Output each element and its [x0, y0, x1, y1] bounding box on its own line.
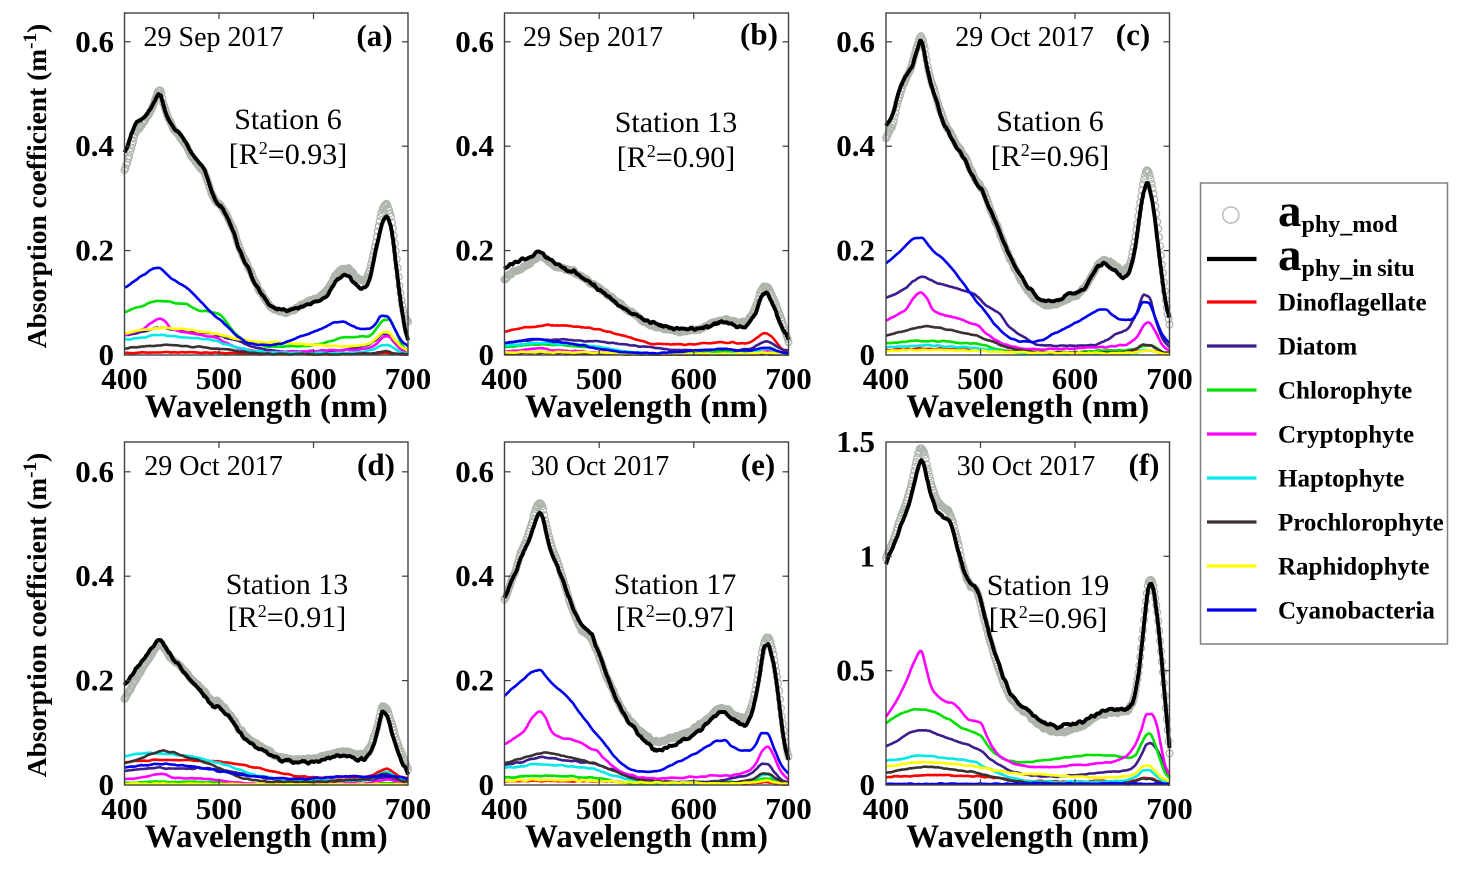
- svg-text:0.2: 0.2: [75, 663, 114, 698]
- svg-text:400: 400: [481, 791, 528, 826]
- svg-text:0.5: 0.5: [836, 653, 875, 688]
- svg-text:[R2=0.93]: [R2=0.93]: [229, 138, 347, 171]
- svg-text:[R2=0.91]: [R2=0.91]: [228, 601, 346, 634]
- svg-text:Station 13: Station 13: [226, 568, 349, 601]
- svg-text:0.6: 0.6: [836, 24, 875, 59]
- svg-text:Raphidophyte: Raphidophyte: [1278, 554, 1429, 581]
- svg-text:600: 600: [671, 361, 718, 396]
- svg-text:Absorption coefficient (m-1): Absorption coefficient (m-1): [20, 453, 53, 777]
- svg-text:Wavelength (nm): Wavelength (nm): [906, 819, 1149, 855]
- svg-text:0: 0: [99, 767, 115, 802]
- svg-text:400: 400: [481, 361, 528, 396]
- svg-text:Station 17: Station 17: [614, 568, 737, 601]
- svg-text:29 Oct 2017: 29 Oct 2017: [144, 451, 282, 482]
- svg-text:700: 700: [765, 791, 812, 826]
- svg-text:0.2: 0.2: [455, 663, 494, 698]
- svg-text:500: 500: [957, 361, 1004, 396]
- svg-text:Wavelength (nm): Wavelength (nm): [525, 389, 768, 425]
- svg-text:[R2=0.96]: [R2=0.96]: [989, 602, 1107, 635]
- svg-text:(f): (f): [1129, 447, 1160, 482]
- svg-text:0.4: 0.4: [836, 128, 875, 163]
- svg-text:Station 6: Station 6: [234, 103, 342, 136]
- svg-text:Dinoflagellate: Dinoflagellate: [1278, 290, 1427, 317]
- svg-text:(d): (d): [357, 447, 395, 482]
- svg-text:0.2: 0.2: [75, 233, 114, 268]
- svg-text:0.2: 0.2: [455, 233, 494, 268]
- svg-text:500: 500: [196, 791, 243, 826]
- svg-text:Wavelength (nm): Wavelength (nm): [906, 389, 1149, 425]
- svg-text:30 Oct 2017: 30 Oct 2017: [957, 451, 1095, 482]
- svg-text:700: 700: [385, 361, 432, 396]
- svg-text:0.6: 0.6: [455, 24, 494, 59]
- svg-text:500: 500: [957, 791, 1004, 826]
- svg-text:(a): (a): [356, 18, 392, 53]
- svg-text:0.4: 0.4: [75, 128, 114, 163]
- svg-text:600: 600: [1052, 361, 1099, 396]
- svg-text:0.6: 0.6: [75, 24, 114, 59]
- svg-text:0.6: 0.6: [455, 454, 494, 489]
- svg-text:0: 0: [479, 337, 495, 372]
- svg-text:0.4: 0.4: [455, 128, 494, 163]
- svg-text:700: 700: [1146, 791, 1193, 826]
- svg-text:30 Oct 2017: 30 Oct 2017: [531, 451, 669, 482]
- svg-text:29 Sep 2017: 29 Sep 2017: [523, 22, 663, 53]
- svg-text:Wavelength (nm): Wavelength (nm): [525, 819, 768, 855]
- svg-text:29 Sep 2017: 29 Sep 2017: [144, 22, 284, 53]
- svg-text:Haptophyte: Haptophyte: [1278, 466, 1404, 493]
- svg-text:700: 700: [385, 791, 432, 826]
- svg-text:400: 400: [101, 791, 148, 826]
- svg-text:Wavelength (nm): Wavelength (nm): [145, 819, 388, 855]
- svg-text:Diatom: Diatom: [1278, 334, 1357, 361]
- svg-text:Cyanobacteria: Cyanobacteria: [1278, 598, 1435, 625]
- svg-text:Station 13: Station 13: [615, 106, 738, 139]
- svg-text:1: 1: [860, 538, 876, 573]
- svg-text:Chlorophyte: Chlorophyte: [1278, 378, 1412, 405]
- svg-text:400: 400: [863, 791, 910, 826]
- svg-text:[R2=0.90]: [R2=0.90]: [617, 141, 735, 174]
- svg-text:500: 500: [196, 361, 243, 396]
- svg-text:400: 400: [863, 361, 910, 396]
- svg-text:Wavelength (nm): Wavelength (nm): [145, 389, 388, 425]
- svg-text:500: 500: [576, 361, 623, 396]
- svg-text:0: 0: [860, 767, 876, 802]
- svg-text:(e): (e): [741, 447, 775, 482]
- svg-text:Cryptophyte: Cryptophyte: [1278, 422, 1414, 449]
- svg-text:0: 0: [99, 337, 115, 372]
- svg-text:Station 19: Station 19: [987, 569, 1110, 602]
- svg-text:[R2=0.97]: [R2=0.97]: [616, 601, 734, 634]
- svg-text:1.5: 1.5: [836, 424, 875, 459]
- svg-text:600: 600: [671, 791, 718, 826]
- svg-text:(c): (c): [1116, 17, 1150, 52]
- svg-text:600: 600: [290, 361, 337, 396]
- svg-text:600: 600: [290, 791, 337, 826]
- svg-text:0.4: 0.4: [75, 558, 114, 593]
- svg-text:0.2: 0.2: [836, 233, 875, 268]
- svg-text:0.4: 0.4: [455, 558, 494, 593]
- svg-text:600: 600: [1052, 791, 1099, 826]
- svg-text:Absorption coefficient (m-1): Absorption coefficient (m-1): [20, 24, 53, 348]
- svg-text:[R2=0.96]: [R2=0.96]: [991, 140, 1109, 173]
- svg-text:700: 700: [765, 361, 812, 396]
- svg-text:400: 400: [101, 361, 148, 396]
- svg-text:(b): (b): [740, 17, 778, 52]
- svg-text:Station 6: Station 6: [996, 105, 1104, 138]
- svg-text:29 Oct 2017: 29 Oct 2017: [955, 22, 1093, 53]
- svg-text:0: 0: [479, 767, 495, 802]
- svg-text:0.6: 0.6: [75, 454, 114, 489]
- svg-text:0: 0: [860, 337, 876, 372]
- svg-text:Prochlorophyte: Prochlorophyte: [1278, 510, 1444, 537]
- svg-text:700: 700: [1146, 361, 1193, 396]
- svg-text:500: 500: [576, 791, 623, 826]
